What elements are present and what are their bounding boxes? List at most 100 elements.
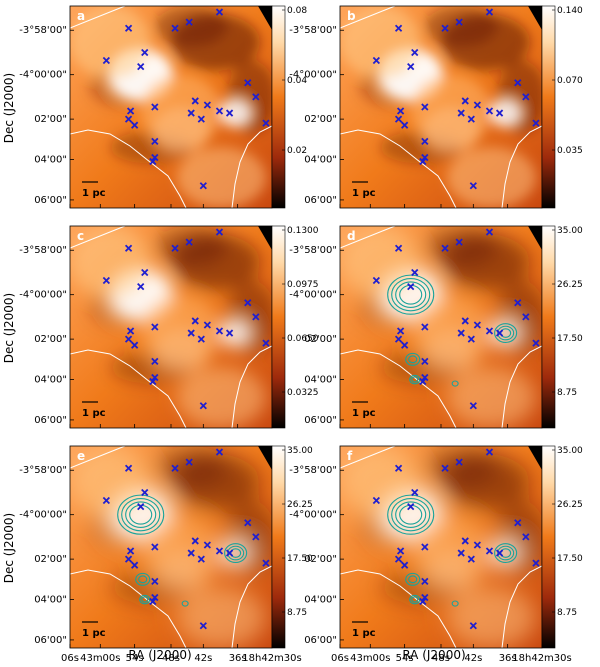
contour-line [224,543,248,563]
y-tick-label: -4°00'00" [289,510,337,521]
x-tick-label: 43m00s [80,653,120,664]
y-tick-label: 02'00" [304,114,337,125]
boundary-line [70,446,126,469]
emission-region [489,98,522,128]
source-marker [151,153,159,162]
x-tick-label: 54s [396,653,414,664]
boundary-line [231,345,272,428]
colorbar: 35.00 26.25 17.50 8.75 [271,445,313,649]
colorbar-tick-label: 0.04 [287,76,307,86]
contour-line [395,281,427,308]
contour-line [395,501,427,528]
source-marker [151,593,159,602]
y-tick-label: 06'00" [34,415,67,426]
boundary-line [231,565,272,648]
emission-region [447,147,536,208]
y-tick-label: 04'00" [34,155,67,166]
nodata-corner [258,446,272,470]
source-marker [396,327,405,335]
y-tick-label: 04'00" [304,375,337,386]
y-tick-label: 04'00" [304,595,337,606]
colorbar: 35.00 26.25 17.50 8.75 [541,445,583,649]
contour-line [494,323,518,343]
source-marker [473,101,481,109]
y-axis-label: Dec (J2000) [2,293,16,363]
source-marker [151,373,159,382]
source-marker [171,464,179,472]
nodata-corner [528,226,542,250]
source-marker [203,101,211,109]
colorbar-tick-label: 17.50 [557,334,583,344]
nodata-corner [528,446,542,470]
colorbar: 0.140 0.070 0.035 [541,5,583,209]
source-marker [495,549,504,557]
colorbar-tick-label: 0.08 [287,6,307,16]
x-axis-label: RA (J2000) [402,648,465,662]
emission-region [424,6,498,47]
marker-group [372,228,540,410]
source-marker [421,373,429,382]
panels-group: 1 pc a -3°58'00" -4°00'00" 02'00" 04'00" 06'00… [19,5,583,664]
source-marker [102,276,110,285]
emission-region [154,446,228,487]
panel-letter: e [77,449,85,463]
source-marker [421,323,429,331]
source-marker [149,597,157,606]
y-tick-label: 02'00" [34,554,67,565]
boundary-line [231,125,272,208]
source-marker [421,543,429,551]
source-marker [185,458,193,466]
x-tick-label: 48s [162,653,180,664]
source-marker [411,268,419,277]
colorbar-tick-label: 35.00 [287,446,313,456]
chart-panel-a: 1 pc a -3°58'00" -4°00'00" 02'00" 04'00" 06'00… [19,5,307,209]
colorbar-tick-label: 0.1300 [287,226,319,236]
boundary-line [340,569,457,648]
source-marker [514,79,522,87]
source-marker [124,115,133,123]
source-marker [191,97,199,105]
source-marker [187,109,195,117]
y-tick-label: 06'00" [304,635,337,646]
panel-letter: d [347,229,356,243]
source-marker [252,533,260,541]
y-axis-label: Dec (J2000) [2,73,16,143]
source-marker [244,79,252,87]
source-marker [197,115,205,123]
y-tick-label: -4°00'00" [289,290,337,301]
source-marker [151,577,159,585]
colorbar-tick-label: 0.0650 [287,334,319,344]
source-marker [469,402,477,410]
boundary-line [340,6,396,29]
source-marker [485,448,494,456]
contour-line [411,596,419,603]
source-marker [485,228,494,236]
source-marker [394,244,403,252]
source-marker [522,313,530,321]
source-marker [151,357,159,365]
contour-line [387,274,435,315]
source-marker [394,335,403,343]
source-marker [185,18,193,26]
source-marker [199,402,207,410]
boundary-line [501,125,542,208]
y-tick-label: 06'00" [304,195,337,206]
scale-bar-label: 1 pc [352,188,376,199]
x-tick-label: 48s [432,653,450,664]
source-marker [215,547,224,555]
heatmap: 1 pc [70,446,272,648]
colorbar: 0.08 0.04 0.02 [271,5,307,209]
heatmap-structure [340,226,542,428]
contour-line [408,355,418,364]
colorbar-bar [541,5,556,209]
scale-bar-label: 1 pc [82,628,106,639]
x-tick-label: 18h42m30s [242,653,301,664]
boundary-line [340,129,457,208]
source-marker [441,464,449,472]
colorbar-tick-label: 17.50 [557,554,583,564]
emission-region [422,547,480,596]
x-tick-label: 18h42m30s [512,653,571,664]
chart-panel-d: 1 pc d -3°58'00" -4°00'00" 02'00" 04'00" 06'00… [289,225,583,429]
source-marker [421,103,429,111]
panel-letter: b [347,9,356,23]
